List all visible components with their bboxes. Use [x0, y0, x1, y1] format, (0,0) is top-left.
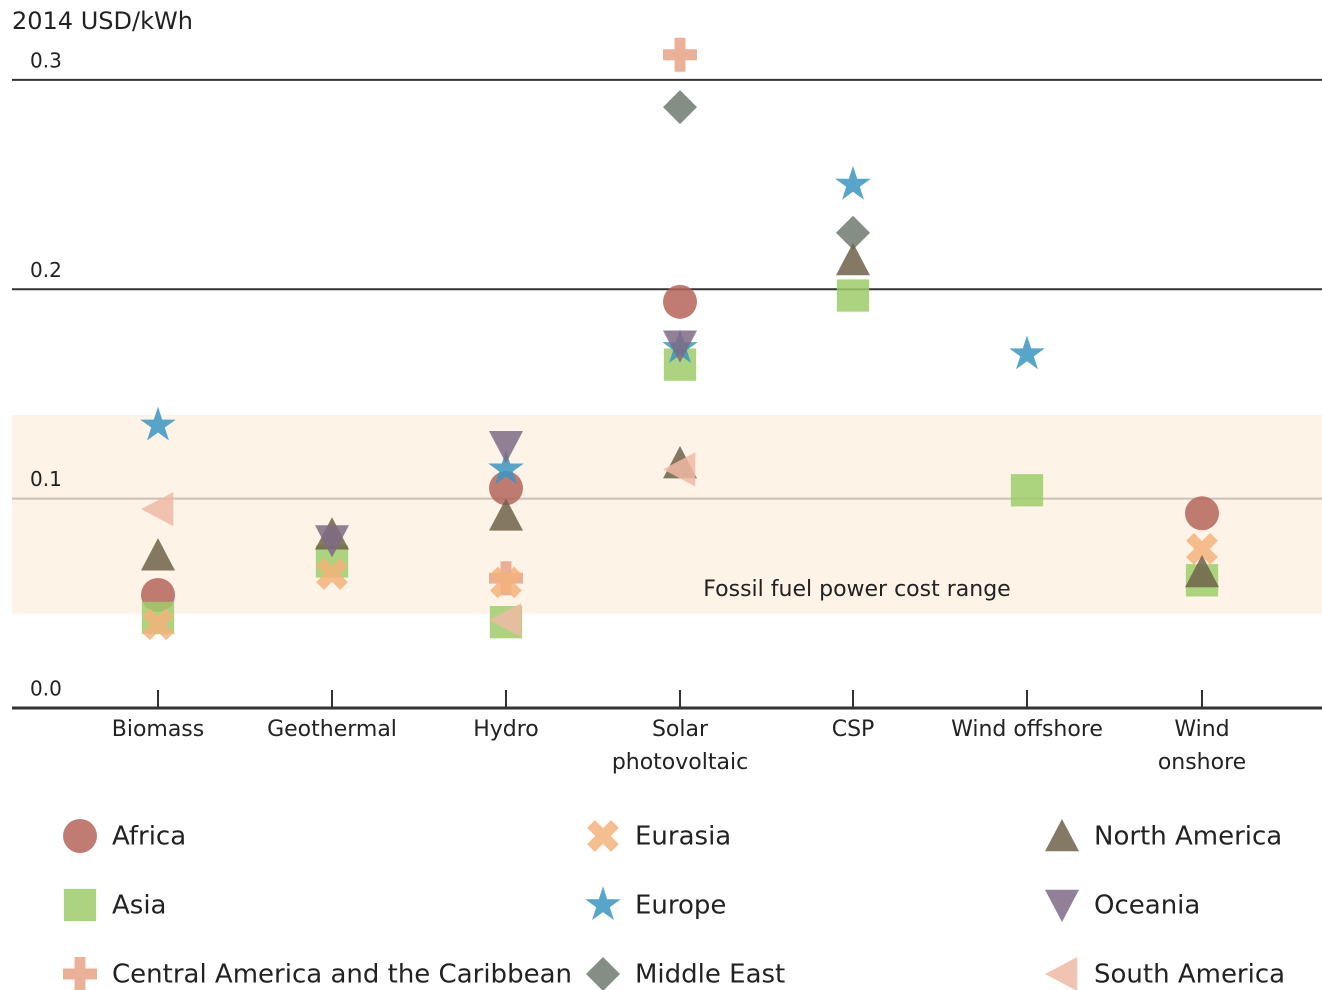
point — [141, 538, 175, 571]
band-label: Fossil fuel power cost range — [703, 577, 1010, 602]
legend-label: Asia — [112, 891, 167, 921]
x-tick-label: CSP — [831, 717, 875, 742]
y-axis-title: 2014 USD/kWh — [12, 7, 193, 35]
y-tick-label: 0.3 — [30, 48, 62, 72]
legend-label: Middle East — [635, 960, 785, 990]
legend-label: Africa — [112, 822, 186, 852]
point — [663, 452, 696, 487]
point — [140, 406, 176, 441]
point — [835, 165, 871, 200]
point — [663, 284, 697, 319]
legend-label: Europe — [635, 891, 726, 921]
point — [663, 90, 697, 125]
legend-marker — [63, 957, 97, 990]
legend-label: Eurasia — [635, 822, 731, 852]
legend-marker — [1045, 819, 1079, 852]
point — [1009, 335, 1045, 370]
x-tick-label: Solar photovoltaic — [611, 717, 749, 775]
point — [836, 215, 870, 250]
x-tick-label: Hydro — [473, 717, 539, 742]
legend-label: Oceania — [1094, 891, 1200, 921]
point — [1186, 533, 1218, 565]
legend-marker — [585, 886, 621, 921]
x-tick-label: Geothermal — [267, 717, 397, 742]
x-tick-label: Wind onshore — [1157, 717, 1247, 775]
y-tick-label: 0.2 — [30, 258, 62, 282]
point — [489, 603, 522, 638]
point — [836, 279, 870, 312]
x-tick-label: Biomass — [111, 717, 205, 742]
legend-label: South America — [1094, 960, 1285, 990]
legend-marker — [63, 888, 97, 922]
legend-marker — [586, 957, 620, 990]
point — [1185, 554, 1219, 588]
y-tick-label: 0.0 — [30, 677, 62, 701]
point — [489, 430, 523, 464]
y-tick-label: 0.1 — [30, 467, 62, 491]
legend-label: North America — [1094, 822, 1282, 852]
point — [1185, 496, 1219, 531]
legend-marker — [587, 820, 619, 852]
point — [490, 566, 522, 599]
point — [488, 450, 524, 485]
cost-band — [12, 414, 1322, 614]
point — [141, 492, 174, 527]
x-tick-label: Wind offshore — [951, 717, 1103, 742]
point — [489, 498, 523, 531]
legend-label: Central America and the Caribbean — [112, 960, 572, 990]
point — [316, 558, 348, 590]
point — [315, 525, 349, 558]
point — [663, 37, 697, 72]
legend-marker — [63, 819, 97, 853]
point — [836, 242, 870, 276]
legend-marker — [1045, 889, 1079, 922]
point — [142, 608, 174, 641]
point — [663, 330, 697, 363]
point — [1010, 474, 1044, 507]
legend-marker — [1045, 957, 1078, 990]
